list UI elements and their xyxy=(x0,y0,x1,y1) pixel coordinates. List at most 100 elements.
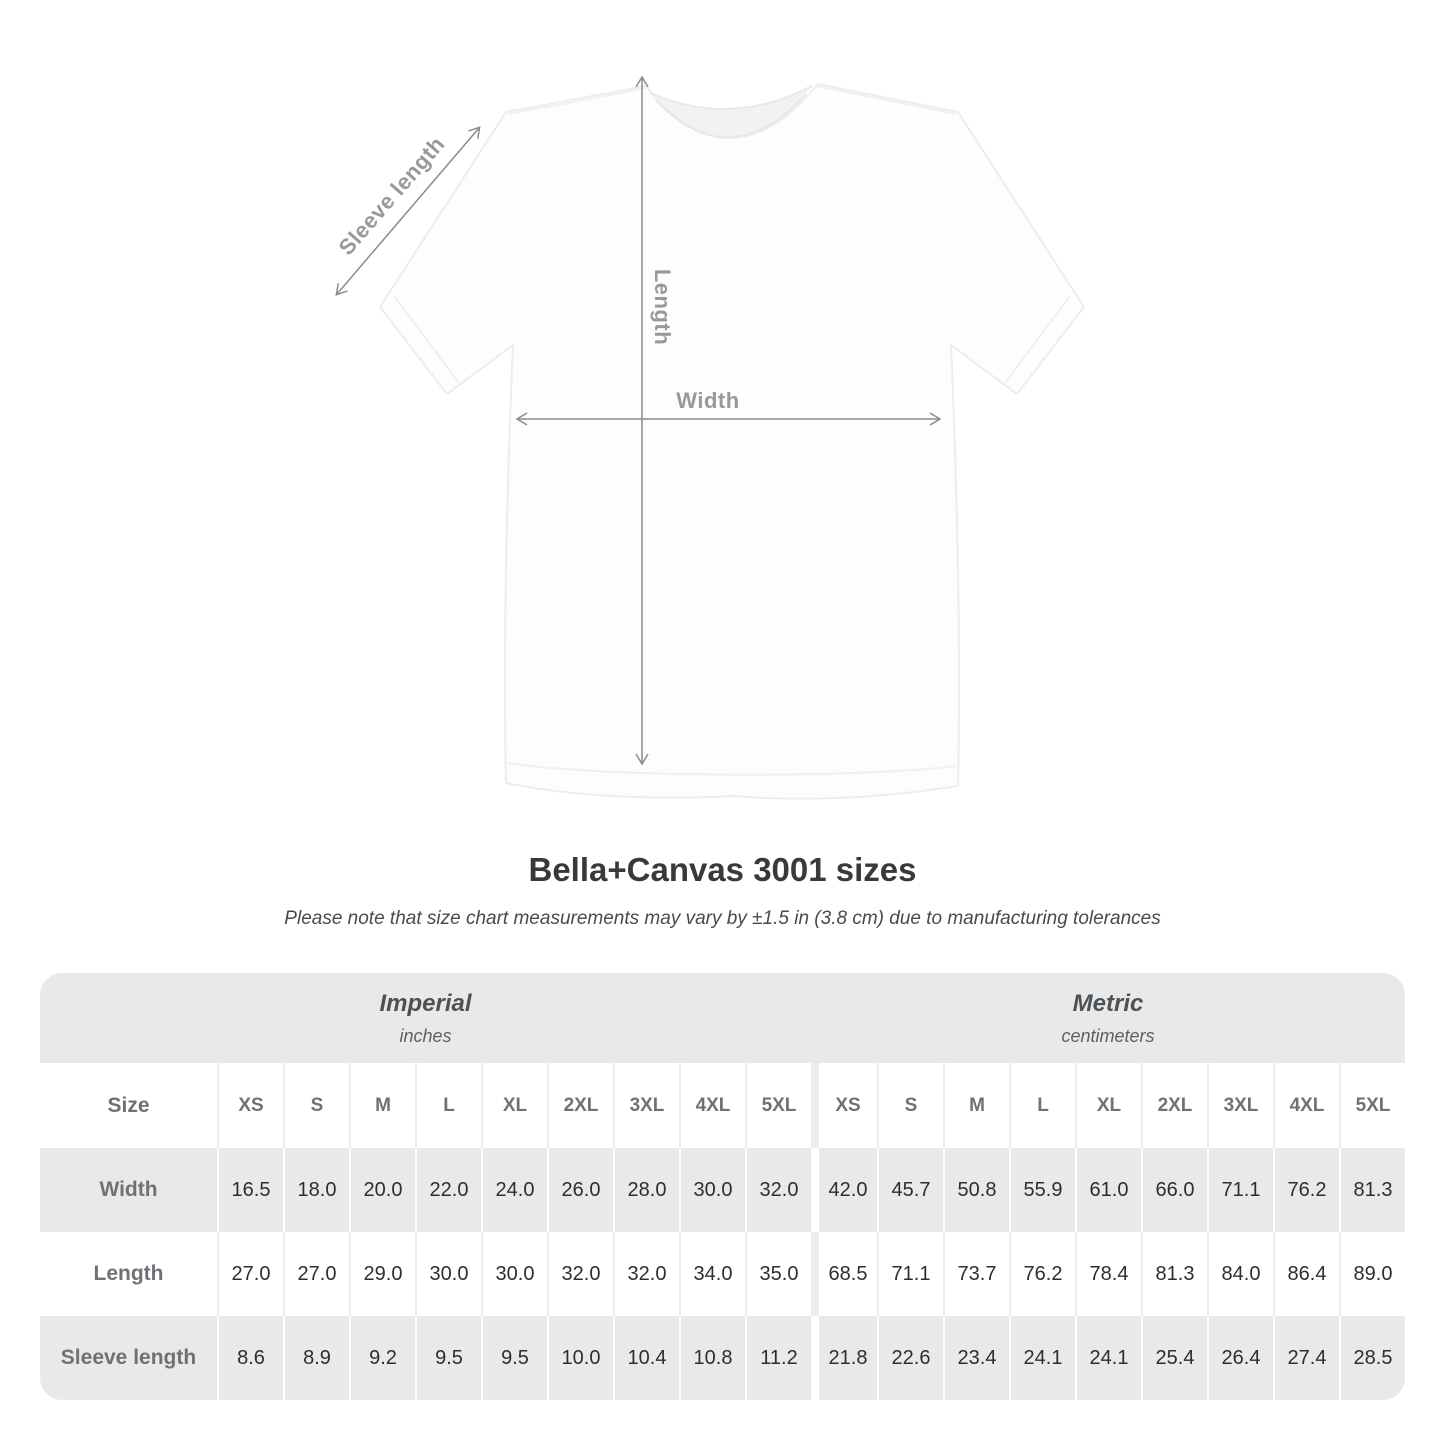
size-header-imperial-4xl: 4XL xyxy=(679,1063,745,1148)
metric-unit: centimeters xyxy=(1061,1025,1155,1046)
value-metric-sleeve-length: 26.4 xyxy=(1207,1316,1273,1400)
value-imperial-sleeve-length: 11.2 xyxy=(745,1316,811,1400)
value-imperial-sleeve-length: 9.5 xyxy=(415,1316,481,1400)
value-imperial-sleeve-length: 10.0 xyxy=(547,1316,613,1400)
value-imperial-width: 20.0 xyxy=(349,1148,415,1232)
value-imperial-width: 24.0 xyxy=(481,1148,547,1232)
collar-inside xyxy=(650,86,812,139)
value-imperial-sleeve-length: 10.8 xyxy=(679,1316,745,1400)
size-values-grid: Size XS S M L XL 2XL 3XL 4XL 5XL XS S M L XL 2XL 3XL 4XL 5… xyxy=(40,1063,1405,1400)
value-metric-sleeve-length: 22.6 xyxy=(877,1316,943,1400)
metric-label: Metric xyxy=(1072,989,1144,1017)
size-header-metric-2xl: 2XL xyxy=(1141,1063,1207,1148)
value-metric-sleeve-length: 21.8 xyxy=(811,1316,877,1400)
value-metric-length: 78.4 xyxy=(1075,1232,1141,1316)
value-metric-sleeve-length: 27.4 xyxy=(1273,1316,1339,1400)
size-header-metric-xs: XS xyxy=(811,1063,877,1148)
hem-seam xyxy=(507,762,957,776)
value-imperial-length: 34.0 xyxy=(679,1232,745,1316)
value-imperial-width: 18.0 xyxy=(283,1148,349,1232)
metric-group-header: Metric centimeters xyxy=(811,973,1405,1063)
value-metric-sleeve-length: 24.1 xyxy=(1075,1316,1141,1400)
value-metric-length: 73.7 xyxy=(943,1232,1009,1316)
value-metric-width: 81.3 xyxy=(1339,1148,1405,1232)
value-imperial-length: 27.0 xyxy=(217,1232,283,1316)
value-metric-width: 66.0 xyxy=(1141,1148,1207,1232)
value-metric-sleeve-length: 24.1 xyxy=(1009,1316,1075,1400)
value-metric-width: 61.0 xyxy=(1075,1148,1141,1232)
size-header-imperial-xl: XL xyxy=(481,1063,547,1148)
size-header-imperial-3xl: 3XL xyxy=(613,1063,679,1148)
value-imperial-length: 29.0 xyxy=(349,1232,415,1316)
tshirt-outline xyxy=(379,83,1085,800)
value-metric-length: 71.1 xyxy=(877,1232,943,1316)
size-header-metric-5xl: 5XL xyxy=(1339,1063,1405,1148)
size-header-metric-m: M xyxy=(943,1063,1009,1148)
value-metric-length: 76.2 xyxy=(1009,1232,1075,1316)
size-header-metric-l: L xyxy=(1009,1063,1075,1148)
value-metric-length: 89.0 xyxy=(1339,1232,1405,1316)
value-metric-sleeve-length: 23.4 xyxy=(943,1316,1009,1400)
tolerance-note: Please note that size chart measurements… xyxy=(284,908,1161,929)
value-metric-width: 55.9 xyxy=(1009,1148,1075,1232)
tshirt-illustration xyxy=(335,75,1085,800)
size-corner-label: Size xyxy=(40,1063,217,1148)
cuff-seam-right xyxy=(1004,295,1071,384)
size-header-metric-s: S xyxy=(877,1063,943,1148)
size-header-metric-xl: XL xyxy=(1075,1063,1141,1148)
page-title: Bella+Canvas 3001 sizes xyxy=(528,851,917,888)
size-chart-table: Imperial inches Metric centimeters Size X… xyxy=(40,973,1405,1400)
unit-group-header: Imperial inches Metric centimeters xyxy=(40,973,1405,1063)
shoulder-seam-right xyxy=(815,85,957,115)
value-metric-length: 81.3 xyxy=(1141,1232,1207,1316)
value-metric-length: 84.0 xyxy=(1207,1232,1273,1316)
row-label-length: Length xyxy=(40,1232,217,1316)
value-imperial-width: 32.0 xyxy=(745,1148,811,1232)
collar-band-outer xyxy=(649,85,813,110)
value-imperial-width: 16.5 xyxy=(217,1148,283,1232)
value-imperial-sleeve-length: 9.2 xyxy=(349,1316,415,1400)
sleeve-length-arrow xyxy=(335,126,481,296)
value-imperial-width: 30.0 xyxy=(679,1148,745,1232)
imperial-label: Imperial xyxy=(379,989,472,1017)
value-imperial-width: 22.0 xyxy=(415,1148,481,1232)
value-metric-length: 68.5 xyxy=(811,1232,877,1316)
value-imperial-length: 30.0 xyxy=(415,1232,481,1316)
imperial-group-header: Imperial inches xyxy=(40,973,811,1063)
value-imperial-length: 30.0 xyxy=(481,1232,547,1316)
tshirt-measurement-diagram: Sleeve length Length Width xyxy=(334,75,1085,800)
value-metric-width: 71.1 xyxy=(1207,1148,1273,1232)
size-header-imperial-s: S xyxy=(283,1063,349,1148)
value-imperial-length: 32.0 xyxy=(613,1232,679,1316)
value-metric-length: 86.4 xyxy=(1273,1232,1339,1316)
size-header-imperial-2xl: 2XL xyxy=(547,1063,613,1148)
value-metric-width: 50.8 xyxy=(943,1148,1009,1232)
size-header-imperial-m: M xyxy=(349,1063,415,1148)
shoulder-seam-left xyxy=(507,87,649,115)
value-imperial-length: 27.0 xyxy=(283,1232,349,1316)
value-imperial-length: 32.0 xyxy=(547,1232,613,1316)
size-header-metric-4xl: 4XL xyxy=(1273,1063,1339,1148)
value-metric-width: 42.0 xyxy=(811,1148,877,1232)
value-imperial-sleeve-length: 8.6 xyxy=(217,1316,283,1400)
width-label: Width xyxy=(676,388,740,413)
collar-band-inner xyxy=(655,93,807,139)
value-imperial-width: 26.0 xyxy=(547,1148,613,1232)
size-header-imperial-5xl: 5XL xyxy=(745,1063,811,1148)
cuff-seam-left xyxy=(393,295,460,384)
size-header-imperial-xs: XS xyxy=(217,1063,283,1148)
value-imperial-width: 28.0 xyxy=(613,1148,679,1232)
length-label: Length xyxy=(650,268,675,346)
value-imperial-length: 35.0 xyxy=(745,1232,811,1316)
value-imperial-sleeve-length: 10.4 xyxy=(613,1316,679,1400)
imperial-unit: inches xyxy=(399,1025,452,1046)
value-metric-sleeve-length: 28.5 xyxy=(1339,1316,1405,1400)
value-metric-width: 45.7 xyxy=(877,1148,943,1232)
size-header-imperial-l: L xyxy=(415,1063,481,1148)
value-imperial-sleeve-length: 9.5 xyxy=(481,1316,547,1400)
value-metric-width: 76.2 xyxy=(1273,1148,1339,1232)
value-imperial-sleeve-length: 8.9 xyxy=(283,1316,349,1400)
row-label-sleeve-length: Sleeve length xyxy=(40,1316,217,1400)
size-header-metric-3xl: 3XL xyxy=(1207,1063,1273,1148)
